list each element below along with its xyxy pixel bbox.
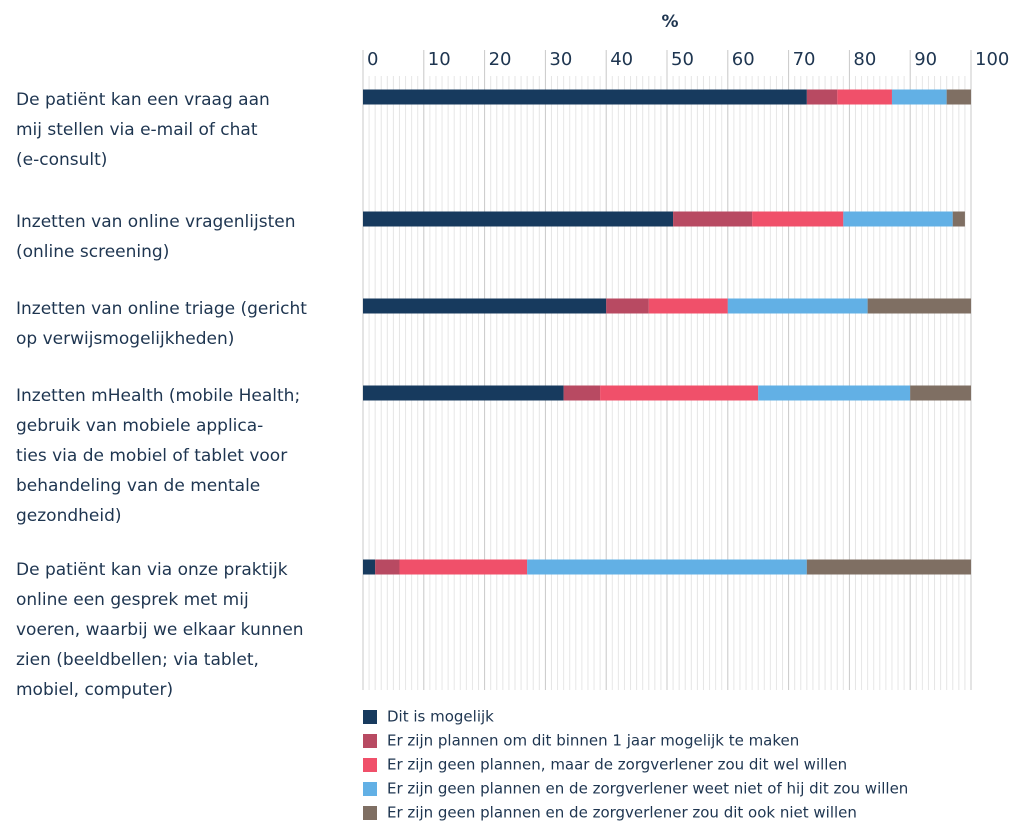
bar-segment <box>363 385 564 401</box>
legend-label: Dit is mogelijk <box>387 708 494 726</box>
bar-segment <box>563 385 601 401</box>
bar-segment <box>606 298 649 314</box>
bar-segment <box>837 89 892 105</box>
bar-segment <box>527 559 807 575</box>
legend-swatch <box>363 734 377 748</box>
bar-segment <box>363 559 376 575</box>
category-label: De patiënt kan een vraag aan mij stellen… <box>16 90 270 170</box>
bar-segment <box>946 89 971 105</box>
x-tick-label: 0 <box>367 49 378 70</box>
x-tick-label: 30 <box>549 49 572 70</box>
bar-segment <box>375 559 400 575</box>
legend-label: Er zijn geen plannen, maar de zorgverlen… <box>387 756 847 774</box>
bar-segment <box>843 211 953 227</box>
x-tick-label: 40 <box>610 49 633 70</box>
x-tick-label: 60 <box>732 49 755 70</box>
bar-segment <box>600 385 759 401</box>
x-tick-label: 80 <box>853 49 876 70</box>
x-tick-label: 10 <box>428 49 451 70</box>
bar-segment <box>952 211 965 227</box>
bar-segment <box>806 559 971 575</box>
bar-segment <box>806 89 838 105</box>
bar-segment <box>891 89 947 105</box>
category-label: Inzetten van online triage (gericht op v… <box>16 299 307 349</box>
legend-swatch <box>363 782 377 796</box>
bar-segment <box>363 298 607 314</box>
x-axis-label: % <box>661 12 678 32</box>
bar-segment <box>648 298 728 314</box>
legend-label: Er zijn geen plannen en de zorgverlener … <box>387 780 908 798</box>
legend-label: Er zijn plannen om dit binnen 1 jaar mog… <box>387 732 799 750</box>
x-tick-label: 70 <box>793 49 816 70</box>
bar-segment <box>673 211 753 227</box>
x-tick-label: 50 <box>671 49 694 70</box>
x-tick-label: 100 <box>975 49 1009 70</box>
category-label: Inzetten van online vragenlijsten (onlin… <box>16 212 296 262</box>
bar-segment <box>727 298 868 314</box>
bar-segment <box>399 559 528 575</box>
bar-segment <box>752 211 844 227</box>
bar-segment <box>867 298 971 314</box>
legend-swatch <box>363 710 377 724</box>
legend-label: Er zijn geen plannen en de zorgverlener … <box>387 804 857 822</box>
bar-segment <box>910 385 971 401</box>
legend-swatch <box>363 806 377 820</box>
x-tick-label: 90 <box>914 49 937 70</box>
x-tick-label: 20 <box>489 49 512 70</box>
bar-segment <box>363 89 807 105</box>
bar-segment <box>758 385 911 401</box>
legend-swatch <box>363 758 377 772</box>
category-label: Inzetten mHealth (mobile Health; gebruik… <box>16 386 301 526</box>
category-label: De patiënt kan via onze praktijk online … <box>16 560 304 700</box>
bar-segment <box>363 211 674 227</box>
